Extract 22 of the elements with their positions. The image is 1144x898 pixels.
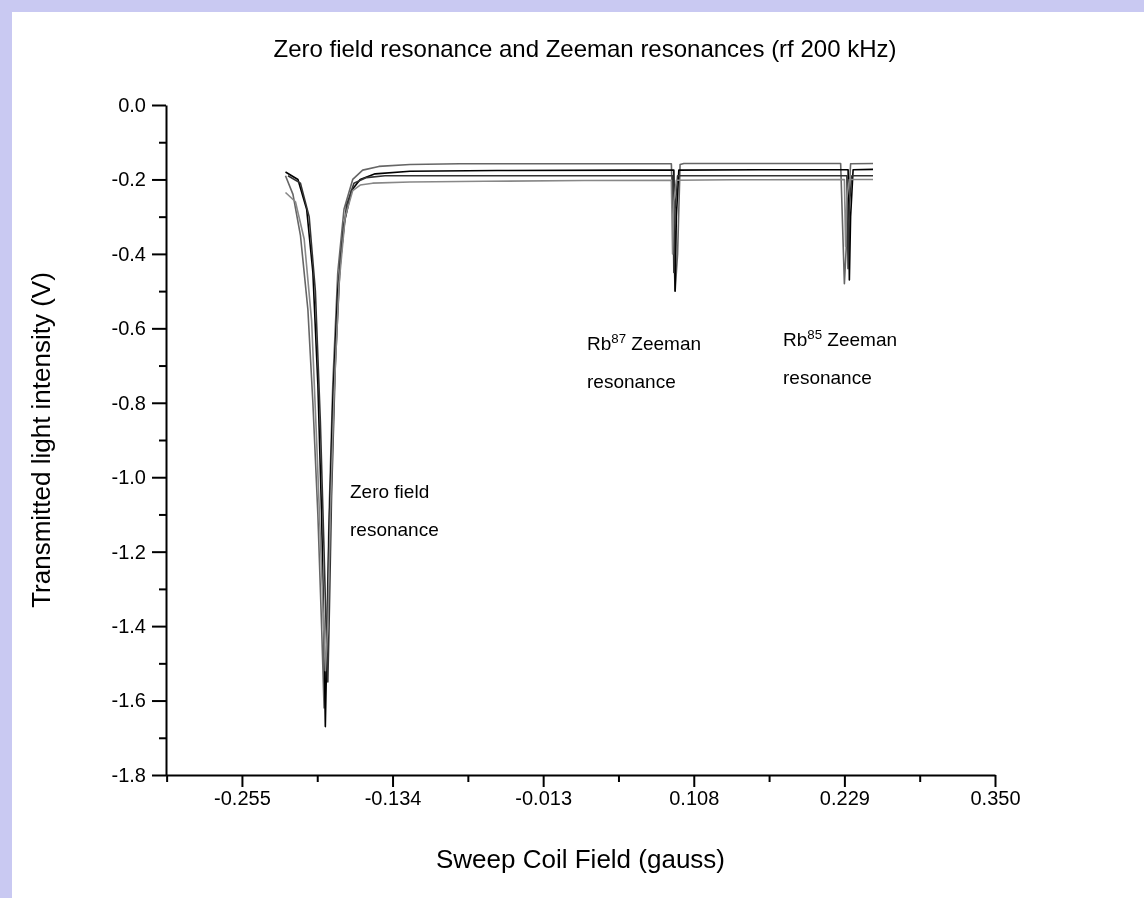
y-tick-label: -0.4 [111,242,146,265]
y-tick-label: -0.8 [111,391,146,414]
y-tick-label: -1.6 [111,689,146,712]
x-tick-label: 0.229 [819,787,870,810]
x-tick-label: 0.108 [669,787,720,810]
y-tick-label: -0.2 [111,168,146,191]
y-tick-label: -1.2 [111,540,146,563]
y-tick-label: -1.8 [111,763,146,786]
x-tick-label: -0.013 [515,787,573,810]
y-axis-title: Transmitted light intensity (V) [26,272,56,608]
chart-title: Zero field resonance and Zeeman resonances (rf 200 kHz) [273,35,897,62]
y-tick-label: -1.0 [111,466,146,489]
x-tick-label: 0.350 [970,787,1021,810]
x-tick-label: -0.255 [214,787,271,810]
y-tick-label: 0.0 [118,93,146,116]
annotation: Rb$^{87}$ Zeeman resonance [587,330,702,392]
x-axis-title: Sweep Coil Field (gauss) [435,844,726,874]
y-tick-label: -0.6 [111,317,146,340]
x-tick-label: -0.134 [364,787,422,810]
annotation: Zero field resonance [350,481,439,540]
y-tick-label: -1.4 [111,615,146,638]
annotation: Rb$^{85}$ Zeeman resonance [783,326,898,388]
